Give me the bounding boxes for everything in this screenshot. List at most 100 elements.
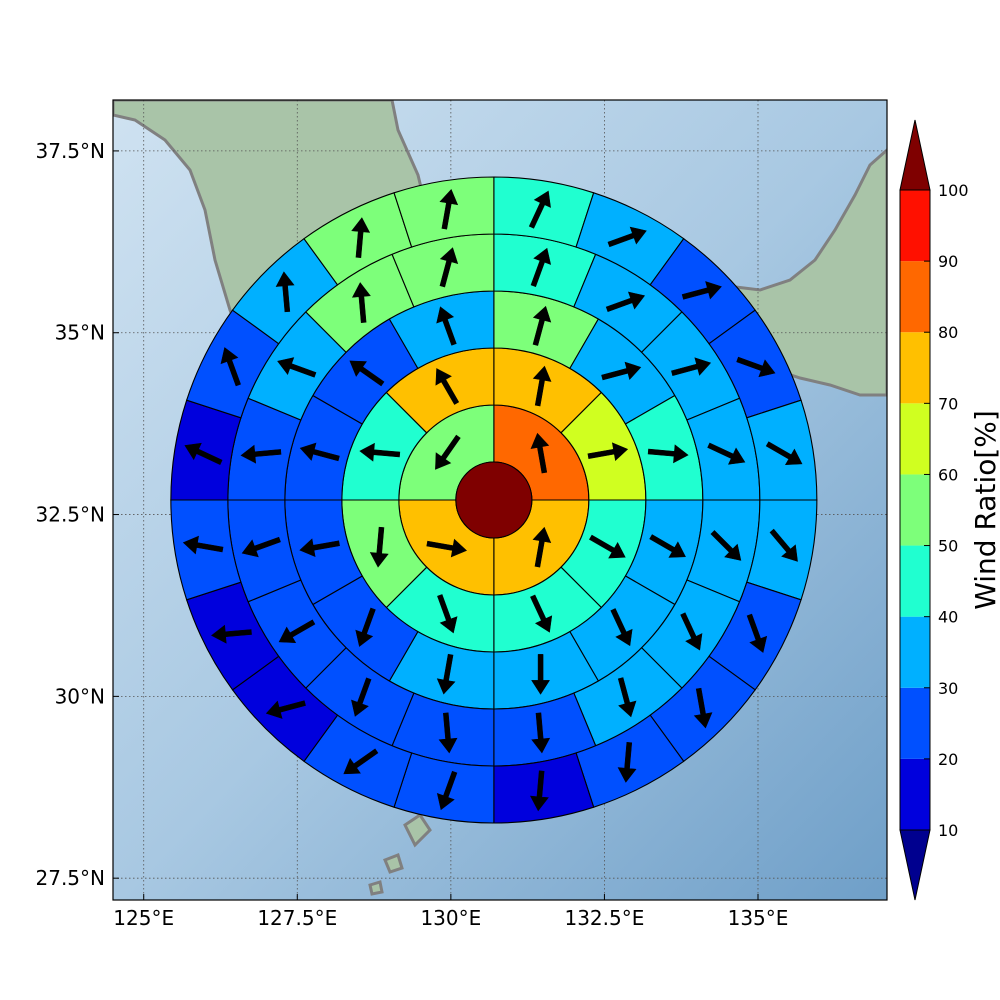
wind-arrow xyxy=(369,526,389,568)
wind-arrow xyxy=(530,247,552,288)
wind-arrow xyxy=(439,188,459,230)
x-tick-label: 125°E xyxy=(113,906,174,930)
colorbar-tick-label: 40 xyxy=(938,608,958,627)
colorbar-frame xyxy=(899,189,931,831)
wind-arrow xyxy=(437,594,458,634)
x-tick-label: 135°E xyxy=(728,906,789,930)
wind-arrow xyxy=(532,526,552,568)
wind-arrow xyxy=(736,356,776,378)
colorbar-bin xyxy=(900,332,930,404)
colorbar-bin xyxy=(900,190,930,262)
wind-arrow xyxy=(531,712,551,754)
wind-arrow xyxy=(349,360,385,387)
wind-arrow xyxy=(182,535,224,555)
x-tick-label: 130°E xyxy=(420,906,481,930)
colorbar-bin xyxy=(900,403,930,475)
wind-arrow xyxy=(610,608,633,647)
map-frame xyxy=(112,99,888,901)
y-tick-label: 37.5°N xyxy=(36,139,106,163)
colorbar-bin xyxy=(900,616,930,688)
wind-arrow xyxy=(359,442,401,462)
wind-arrow xyxy=(184,442,223,465)
wind-arrow xyxy=(351,282,371,323)
wind-ratio-sector xyxy=(393,176,495,248)
wind-arrow xyxy=(531,654,551,695)
wind-arrow xyxy=(532,365,552,407)
wind-arrow xyxy=(647,444,689,464)
wind-arrow xyxy=(617,677,637,718)
wind-arrow xyxy=(355,607,376,647)
y-tick-label: 32.5°N xyxy=(36,503,106,527)
y-tick-label: 35°N xyxy=(55,321,105,345)
colorbar-tick-label: 60 xyxy=(938,465,958,484)
wind-arrow xyxy=(601,361,642,381)
wind-arrow xyxy=(587,442,629,462)
x-tick-label: 132.5°E xyxy=(564,906,644,930)
wind-arrow xyxy=(607,226,647,248)
colorbar-tick-label: 100 xyxy=(938,181,969,200)
wind-arrow xyxy=(435,368,460,405)
y-tick-label: 30°N xyxy=(55,684,105,708)
wind-arrow xyxy=(605,291,646,313)
wind-arrow xyxy=(240,444,282,464)
wind-arrow xyxy=(351,677,372,717)
wind-arrow xyxy=(530,770,549,812)
wind-arrow xyxy=(530,432,550,474)
wind-arrows xyxy=(182,188,803,812)
center-disc xyxy=(455,461,533,539)
wind-arrow xyxy=(436,306,457,346)
wind-arrow xyxy=(277,357,317,378)
wind-arrow xyxy=(220,347,241,387)
wind-arrow xyxy=(769,528,798,562)
wind-arrow xyxy=(746,613,768,653)
colorbar-tick-label: 70 xyxy=(938,394,958,413)
colorbar-tick-label: 90 xyxy=(938,252,958,271)
colorbar-bin xyxy=(900,474,930,546)
colorbar-tick-label: 10 xyxy=(938,821,958,840)
colorbar-bin xyxy=(900,545,930,617)
wind-arrow xyxy=(211,624,252,644)
wind-arrow xyxy=(278,619,316,644)
wind-ratio-sectors xyxy=(170,176,818,824)
colorbar: 10 20 30 40 50 60 70 80 90 100 xyxy=(899,119,969,901)
y-tick-label: 27.5°N xyxy=(36,866,106,890)
wind-arrow xyxy=(710,530,742,561)
wind-arrow xyxy=(589,534,626,559)
wind-arrow xyxy=(436,653,456,695)
wind-arrow xyxy=(299,538,340,558)
wind-arrow xyxy=(435,434,461,470)
wind-arrow xyxy=(241,536,281,558)
wind-arrow xyxy=(765,441,803,465)
colorbar-tick-label: 20 xyxy=(938,750,958,769)
colorbar-bin xyxy=(900,687,930,759)
colorbar-under-extension xyxy=(899,829,931,901)
y-axis-ticks: 37.5°N 35°N 32.5°N 30°N 27.5°N xyxy=(36,139,119,890)
colorbar-tick-label: 50 xyxy=(938,537,958,556)
colorbar-over-extension xyxy=(899,119,931,191)
wind-arrow xyxy=(438,712,458,754)
wind-arrow xyxy=(528,190,551,229)
wind-arrow xyxy=(693,687,713,729)
wind-arrow xyxy=(275,271,295,313)
colorbar-bin xyxy=(900,758,930,830)
wind-arrow xyxy=(707,442,746,465)
x-tick-label: 127.5°E xyxy=(257,906,337,930)
wind-arrow xyxy=(649,534,686,558)
wind-arrow xyxy=(436,770,458,811)
x-axis-ticks: 125°E 127.5°E 130°E 132.5°E 135°E xyxy=(113,894,788,930)
map-area xyxy=(113,100,887,900)
wind-arrow xyxy=(530,594,553,633)
wind-arrow xyxy=(617,741,637,783)
wind-arrow xyxy=(351,217,371,259)
wind-arrow xyxy=(343,748,379,775)
colorbar-label: Wind Ratio[%] xyxy=(969,410,1000,610)
colorbar-tick-label: 30 xyxy=(938,679,958,698)
wind-arrow xyxy=(680,612,703,651)
wind-arrow xyxy=(671,357,712,376)
land-islands xyxy=(368,812,432,896)
colorbar-tick-label: 80 xyxy=(938,323,958,342)
wind-arrow xyxy=(299,442,340,462)
colorbar-bin xyxy=(900,261,930,333)
wind-arrow xyxy=(426,538,467,558)
